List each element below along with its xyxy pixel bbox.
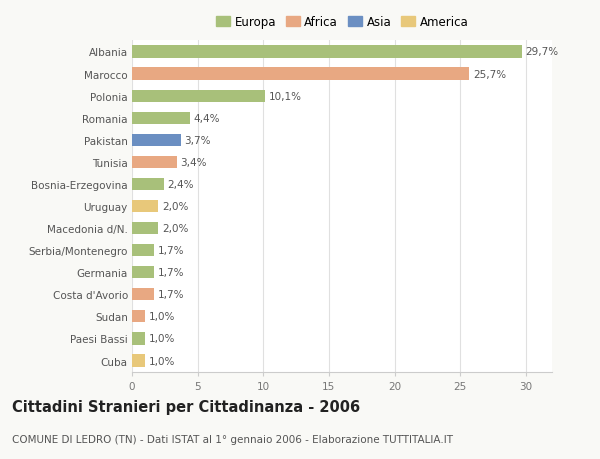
Bar (132, 157, 176, 168)
Text: 1,7%: 1,7% (158, 246, 185, 256)
Bar (132, 112, 190, 124)
Bar (132, 355, 145, 367)
Text: 1,0%: 1,0% (149, 312, 175, 322)
Bar (132, 311, 145, 323)
Bar (132, 201, 158, 213)
Bar (132, 223, 158, 235)
Bar (132, 289, 154, 301)
Legend: Europa, Africa, Asia, America: Europa, Africa, Asia, America (215, 16, 469, 29)
Text: 3,7%: 3,7% (185, 135, 211, 146)
Text: 3,4%: 3,4% (181, 157, 207, 168)
Text: 25,7%: 25,7% (473, 69, 506, 79)
Bar (132, 68, 469, 80)
Text: 1,0%: 1,0% (149, 356, 175, 366)
Text: COMUNE DI LEDRO (TN) - Dati ISTAT al 1° gennaio 2006 - Elaborazione TUTTITALIA.I: COMUNE DI LEDRO (TN) - Dati ISTAT al 1° … (12, 434, 453, 444)
Text: 1,0%: 1,0% (149, 334, 175, 344)
Text: 4,4%: 4,4% (194, 113, 220, 123)
Bar (132, 46, 522, 58)
Text: 1,7%: 1,7% (158, 290, 185, 300)
Text: 10,1%: 10,1% (269, 91, 302, 101)
Text: 29,7%: 29,7% (526, 47, 559, 57)
Bar (132, 134, 181, 146)
Text: 1,7%: 1,7% (158, 268, 185, 278)
Bar (132, 267, 154, 279)
Text: 2,0%: 2,0% (162, 224, 188, 234)
Bar (132, 245, 154, 257)
Text: Cittadini Stranieri per Cittadinanza - 2006: Cittadini Stranieri per Cittadinanza - 2… (12, 399, 360, 414)
Bar (132, 90, 265, 102)
Bar (132, 333, 145, 345)
Bar (132, 179, 163, 190)
Text: 2,0%: 2,0% (162, 202, 188, 212)
Text: 2,4%: 2,4% (167, 179, 194, 190)
